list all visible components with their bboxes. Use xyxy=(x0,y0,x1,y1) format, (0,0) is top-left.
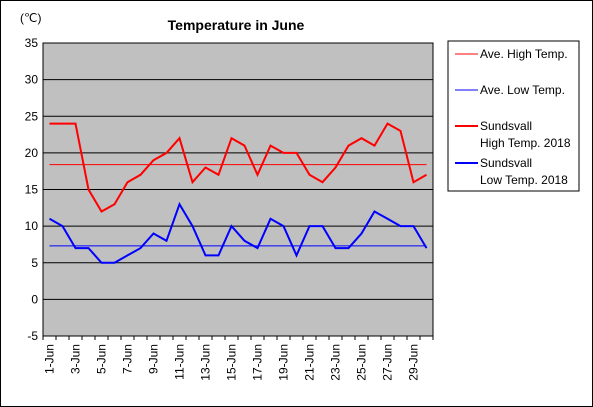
legend-label-2: High Temp. 2018 xyxy=(480,136,571,150)
legend-label-2: Sundsvall xyxy=(480,119,532,133)
legend: Ave. High Temp. Ave. Low Temp. Sundsvall Hi… xyxy=(447,40,580,192)
x-tick-label: 11-Jun xyxy=(173,344,187,380)
y-tick-label: 15 xyxy=(25,183,39,197)
x-tick-label: 19-Jun xyxy=(277,344,291,381)
series-line-3 xyxy=(49,201,428,264)
y-tick-label: -5 xyxy=(27,329,38,343)
x-tick-label: 25-Jun xyxy=(355,344,369,381)
x-tick-label: 27-Jun xyxy=(381,344,395,381)
y-tick-label: 25 xyxy=(25,109,39,123)
x-axis-ticks: 1-Jun 3-Jun 5-Jun 7-Jun 9-Jun 11-Jun 13-Jun 15-… xyxy=(42,336,434,381)
y-tick-label: 10 xyxy=(25,219,39,233)
x-tick-label: 1-Jun xyxy=(43,344,57,374)
x-tick-label: 23-Jun xyxy=(329,344,343,381)
legend-label-3: Sundsvall xyxy=(480,156,532,170)
x-tick-label: 7-Jun xyxy=(121,344,135,374)
y-tick-label: 35 xyxy=(25,36,39,50)
legend-label-0: Ave. High Temp. xyxy=(480,47,568,61)
x-tick-label: 29-Jun xyxy=(407,344,421,381)
y-tick-label: 30 xyxy=(25,73,39,87)
x-tick-label: 17-Jun xyxy=(251,344,265,381)
series-line-2 xyxy=(49,122,427,213)
y-tick-label: 5 xyxy=(31,256,38,270)
legend-label-3: Low Temp. 2018 xyxy=(480,173,568,187)
y-axis-ticks: 35 30 25 20 15 10 5 0 -5 xyxy=(25,36,39,343)
unit-label: (℃) xyxy=(20,11,41,25)
legend-label-1: Ave. Low Temp. xyxy=(480,83,565,97)
x-tick-label: 13-Jun xyxy=(199,344,213,381)
y-tick-label: 0 xyxy=(31,292,38,306)
x-tick-label: 3-Jun xyxy=(69,344,83,374)
legend-box xyxy=(447,40,580,192)
x-tick-label: 9-Jun xyxy=(147,344,161,374)
series-layer xyxy=(49,122,428,264)
chart-title: Temperature in June xyxy=(168,17,305,33)
x-tick-label: 5-Jun xyxy=(95,344,109,374)
x-tick-label: 15-Jun xyxy=(225,344,239,381)
x-tick-label: 21-Jun xyxy=(303,344,317,381)
y-tick-label: 20 xyxy=(25,146,39,160)
